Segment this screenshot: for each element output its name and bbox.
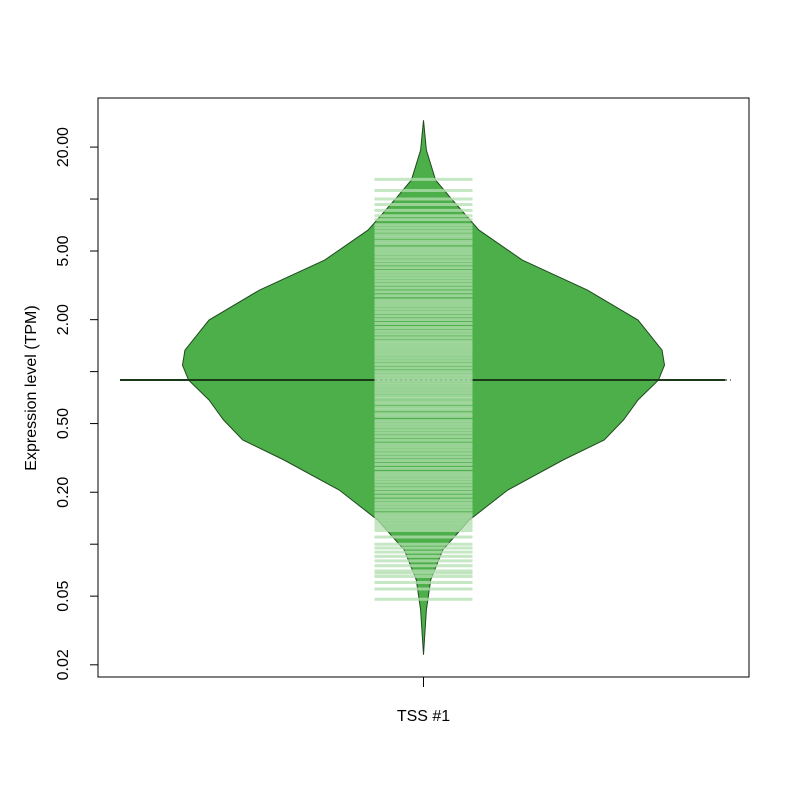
- y-tick-label: 0.50: [55, 408, 72, 439]
- y-tick-label: 5.00: [55, 235, 72, 266]
- x-tick-label: TSS #1: [397, 708, 450, 725]
- y-tick-label: 20.00: [55, 127, 72, 167]
- y-tick-label: 0.05: [55, 580, 72, 611]
- bean-density: [423, 120, 665, 655]
- bean-density: [182, 120, 424, 655]
- y-tick-label: 0.20: [55, 477, 72, 508]
- y-tick-label: 0.02: [55, 649, 72, 680]
- y-tick-label: 2.00: [55, 304, 72, 335]
- y-axis-label: Expression level (TPM): [23, 305, 40, 470]
